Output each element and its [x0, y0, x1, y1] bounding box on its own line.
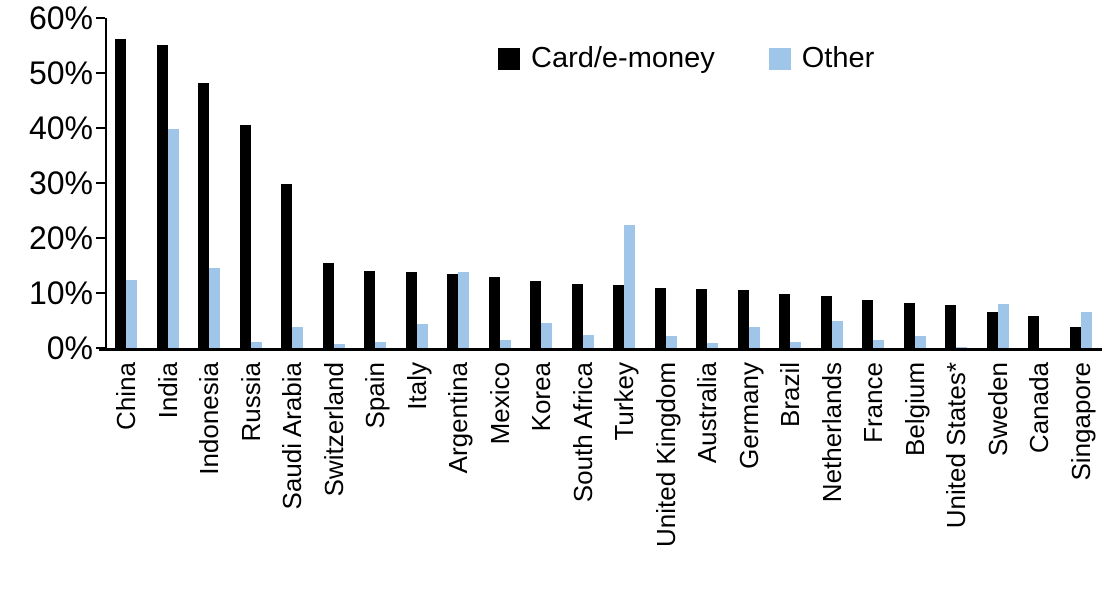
legend-swatch-card-e-money — [498, 47, 520, 70]
y-tick-label: 30% — [28, 165, 93, 201]
bar-other — [417, 324, 428, 348]
category-label: Belgium — [900, 362, 930, 456]
category-label: Netherlands — [817, 362, 847, 503]
y-tick — [96, 17, 105, 19]
bar-other — [541, 323, 552, 348]
category-label: China — [111, 362, 141, 430]
bar-card-e-money — [364, 271, 375, 348]
legend-label-card-e-money: Card/e-money — [531, 42, 715, 74]
bar-card-e-money — [572, 284, 583, 348]
bar-other — [583, 335, 594, 348]
category-label: Brazil — [775, 362, 805, 428]
category-label: Singapore — [1066, 362, 1096, 481]
y-tick-label: 20% — [28, 220, 93, 256]
y-tick — [96, 292, 105, 294]
category-label: South Africa — [568, 362, 598, 503]
bar-card-e-money — [945, 305, 956, 348]
bar-card-e-money — [696, 289, 707, 348]
bar-card-e-money — [530, 281, 541, 348]
bar-other — [873, 340, 884, 348]
y-tick-label: 50% — [28, 55, 93, 91]
bar-other — [915, 336, 926, 348]
bar-card-e-money — [240, 125, 251, 348]
y-tick — [96, 182, 105, 184]
bar-other — [251, 342, 262, 348]
bar-other — [832, 321, 843, 348]
bar-card-e-money — [323, 263, 334, 348]
category-label: Saudi Arabia — [277, 362, 307, 510]
bar-card-e-money — [406, 272, 417, 348]
bar-card-e-money — [779, 294, 790, 348]
bar-card-e-money — [157, 45, 168, 348]
legend: Card/e-money Other — [498, 42, 874, 75]
bar-card-e-money — [862, 300, 873, 348]
category-label: Italy — [402, 362, 432, 410]
bar-card-e-money — [738, 290, 749, 348]
category-label: Switzerland — [319, 362, 349, 497]
bar-other — [749, 327, 760, 348]
bar-card-e-money — [904, 303, 915, 348]
bar-other — [500, 340, 511, 348]
bar-card-e-money — [1028, 316, 1039, 348]
bar-card-e-money — [821, 296, 832, 348]
bar-card-e-money — [281, 184, 292, 348]
category-label: United States* — [941, 362, 971, 529]
category-label: Turkey — [609, 362, 639, 441]
legend-swatch-other — [768, 47, 791, 70]
bar-card-e-money — [447, 274, 458, 348]
bar-other — [168, 129, 179, 348]
category-label: Argentina — [443, 362, 473, 474]
bar-other — [1081, 312, 1092, 348]
y-tick — [96, 127, 105, 129]
legend-label-other: Other — [801, 42, 875, 74]
bar-other — [707, 343, 718, 348]
bar-card-e-money — [115, 39, 126, 348]
category-label: Indonesia — [194, 362, 224, 475]
bar-other — [624, 225, 635, 348]
category-label: Australia — [692, 362, 722, 464]
category-label: France — [858, 362, 888, 443]
legend-item-other: Other — [768, 42, 875, 75]
category-label: Spain — [360, 362, 390, 429]
y-tick-label: 10% — [28, 275, 93, 311]
category-label: United Kingdom — [651, 362, 681, 547]
category-label: Canada — [1024, 362, 1054, 454]
bar-other — [956, 347, 967, 348]
bar-card-e-money — [198, 83, 209, 348]
bar-other — [790, 342, 801, 348]
bar-card-e-money — [613, 285, 624, 348]
category-label: Sweden — [983, 362, 1013, 456]
y-tick-label: 40% — [28, 110, 93, 146]
y-tick — [96, 72, 105, 74]
category-label: Russia — [236, 362, 266, 442]
y-axis — [105, 18, 107, 348]
y-tick — [96, 237, 105, 239]
bar-card-e-money — [1070, 327, 1081, 348]
bar-other — [458, 272, 469, 348]
bar-other — [292, 327, 303, 348]
y-tick-label: 60% — [28, 0, 93, 36]
x-axis — [99, 348, 1102, 351]
legend-item-card-e-money: Card/e-money — [498, 42, 715, 75]
bar-other — [126, 280, 137, 348]
bar-card-e-money — [987, 312, 998, 348]
category-label: Mexico — [485, 362, 515, 445]
category-label: India — [153, 362, 183, 419]
bar-other — [666, 336, 677, 348]
category-label: Germany — [734, 362, 764, 469]
category-label: Korea — [526, 362, 556, 432]
bar-other — [209, 268, 220, 348]
y-tick-label: 0% — [46, 330, 93, 366]
bar-card-e-money — [655, 288, 666, 348]
bar-card-e-money — [489, 277, 500, 348]
bar-other — [375, 342, 386, 348]
bar-other — [998, 304, 1009, 348]
bar-other — [334, 344, 345, 348]
